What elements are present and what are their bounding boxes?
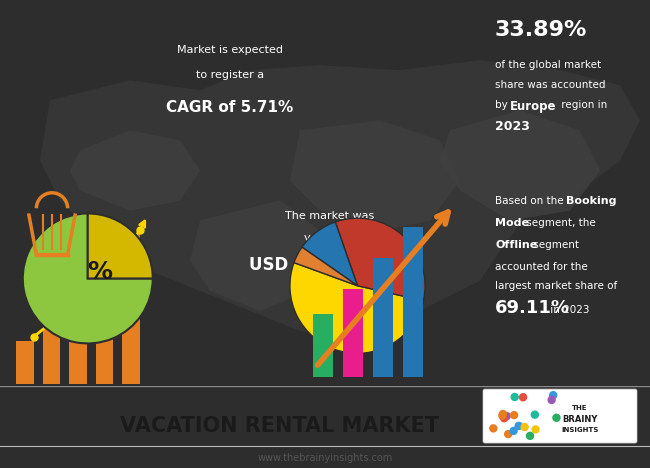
- Circle shape: [504, 431, 512, 438]
- Text: in 2023: in 2023: [547, 305, 590, 315]
- Text: share was accounted: share was accounted: [495, 80, 606, 90]
- Circle shape: [532, 426, 539, 433]
- Wedge shape: [335, 218, 425, 301]
- Circle shape: [548, 396, 555, 403]
- Wedge shape: [88, 213, 153, 278]
- Circle shape: [503, 413, 510, 419]
- Text: INSIGHTS: INSIGHTS: [562, 427, 599, 433]
- Polygon shape: [440, 110, 600, 220]
- Circle shape: [515, 423, 522, 429]
- Bar: [343, 289, 363, 377]
- Text: CAGR of 5.71%: CAGR of 5.71%: [166, 100, 294, 115]
- Text: to register a: to register a: [196, 70, 264, 80]
- Bar: [96, 270, 114, 384]
- Circle shape: [499, 412, 506, 419]
- Polygon shape: [290, 120, 460, 231]
- Circle shape: [500, 415, 508, 422]
- Wedge shape: [23, 213, 153, 344]
- Circle shape: [490, 425, 497, 432]
- Bar: [16, 341, 34, 384]
- Wedge shape: [302, 222, 358, 286]
- Text: region in: region in: [558, 100, 607, 110]
- Bar: [122, 234, 140, 384]
- Circle shape: [531, 411, 538, 418]
- Bar: [402, 227, 423, 377]
- Wedge shape: [294, 247, 358, 286]
- Polygon shape: [40, 60, 640, 341]
- Polygon shape: [190, 201, 320, 311]
- Bar: [313, 314, 333, 377]
- Circle shape: [519, 394, 526, 401]
- Circle shape: [526, 432, 534, 439]
- Text: largest market share of: largest market share of: [495, 281, 618, 291]
- Text: by: by: [495, 100, 511, 110]
- Circle shape: [511, 394, 518, 401]
- Circle shape: [550, 392, 556, 399]
- Circle shape: [553, 414, 560, 421]
- Text: 2023: 2023: [495, 120, 530, 133]
- Text: Market is expected: Market is expected: [177, 45, 283, 55]
- Text: of the global market: of the global market: [495, 60, 601, 70]
- Text: 33.89%: 33.89%: [495, 20, 588, 40]
- Text: www.thebrainyinsights.com: www.thebrainyinsights.com: [257, 453, 393, 463]
- Text: segment, the: segment, the: [523, 218, 596, 227]
- Circle shape: [510, 427, 517, 434]
- Circle shape: [510, 411, 517, 418]
- Text: accounted for the: accounted for the: [495, 262, 588, 272]
- Circle shape: [521, 424, 528, 431]
- Text: USD 91.50 Billion: USD 91.50 Billion: [249, 256, 411, 274]
- Text: VACATION RENTAL MARKET: VACATION RENTAL MARKET: [120, 416, 439, 436]
- Text: segment: segment: [530, 240, 579, 250]
- Text: BRAINY: BRAINY: [562, 415, 598, 424]
- Bar: [372, 258, 393, 377]
- Text: valued at: valued at: [304, 233, 356, 243]
- Text: Based on the: Based on the: [495, 196, 567, 205]
- Bar: [69, 295, 87, 384]
- Polygon shape: [70, 131, 200, 211]
- Circle shape: [499, 410, 506, 417]
- Text: Offline: Offline: [495, 240, 538, 250]
- Text: %: %: [87, 260, 112, 284]
- Text: Booking: Booking: [566, 196, 616, 205]
- Text: Europe: Europe: [510, 100, 556, 113]
- Text: THE: THE: [572, 405, 588, 411]
- Text: Mode: Mode: [495, 218, 529, 227]
- Bar: [42, 320, 60, 384]
- Text: in 2023: in 2023: [309, 291, 351, 301]
- Text: The market was: The market was: [285, 211, 374, 220]
- FancyBboxPatch shape: [483, 389, 637, 443]
- Wedge shape: [290, 263, 423, 353]
- Text: 69.11%: 69.11%: [495, 299, 570, 317]
